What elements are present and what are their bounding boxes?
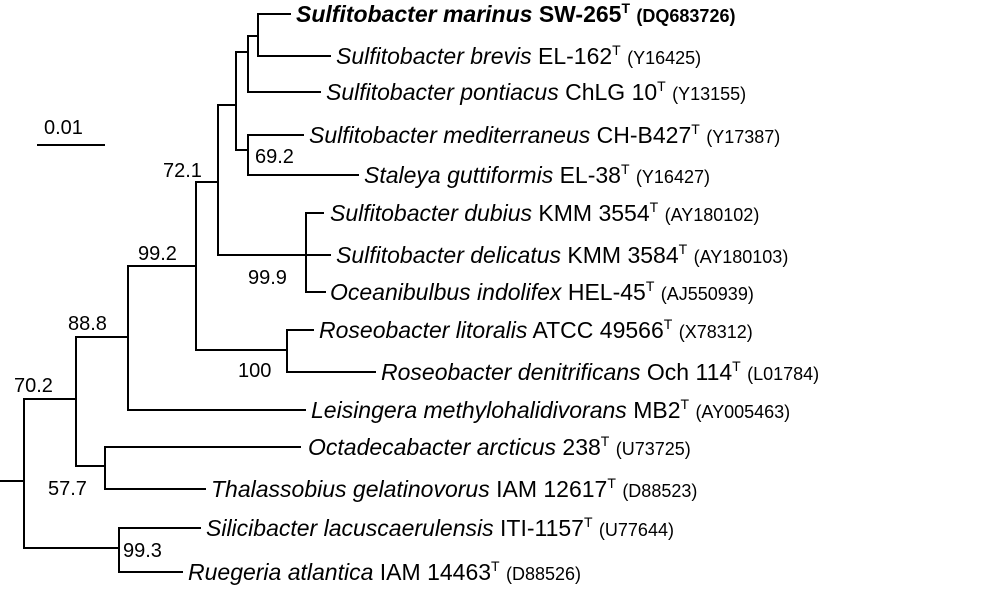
taxon-label-roseobacter-litoralis: Roseobacter litoralis ATCC 49566T (X7831… xyxy=(319,316,753,343)
tree-branches xyxy=(0,13,376,573)
taxon-label-staleya-guttiformis: Staleya guttiformis EL-38T (Y16427) xyxy=(364,161,710,188)
taxon-label-sulfitobacter-delicatus: Sulfitobacter delicatus KMM 3584T (AY180… xyxy=(336,241,788,268)
bootstrap-69-2: 69.2 xyxy=(255,146,294,168)
taxon-label-oceanibulbus-indolifex: Oceanibulbus indolifex HEL-45T (AJ550939… xyxy=(330,278,754,305)
scale-bar-label: 0.01 xyxy=(44,117,83,139)
taxon-label-sulfitobacter-dubius: Sulfitobacter dubius KMM 3554T (AY180102… xyxy=(330,199,759,226)
taxon-label-ruegeria-atlantica: Ruegeria atlantica IAM 14463T (D88526) xyxy=(188,558,581,585)
taxon-label-sulfitobacter-pontiacus: Sulfitobacter pontiacus ChLG 10T (Y13155… xyxy=(326,78,746,105)
bootstrap-99-9: 99.9 xyxy=(248,267,287,289)
bootstrap-57-7: 57.7 xyxy=(48,478,87,500)
taxon-labels: Sulfitobacter marinus SW-265T (DQ683726)… xyxy=(188,0,819,585)
taxon-label-sulfitobacter-marinus: Sulfitobacter marinus SW-265T (DQ683726) xyxy=(296,0,735,27)
bootstrap-99-2: 99.2 xyxy=(138,243,177,265)
taxon-label-thalassobius-gelatinovorus: Thalassobius gelatinovorus IAM 12617T (D… xyxy=(211,475,697,502)
taxon-label-silicibacter-lacuscaerulensis: Silicibacter lacuscaerulensis ITI-1157T … xyxy=(206,514,674,541)
bootstrap-values: 72.1 69.2 99.2 99.9 100 88.8 70.2 57.7 9… xyxy=(14,146,294,562)
taxon-label-leisingera-methylohalidivorans: Leisingera methylohalidivorans MB2T (AY0… xyxy=(311,396,790,423)
taxon-label-sulfitobacter-brevis: Sulfitobacter brevis EL-162T (Y16425) xyxy=(336,42,701,69)
taxon-label-sulfitobacter-mediterraneus: Sulfitobacter mediterraneus CH-B427T (Y1… xyxy=(309,121,780,148)
scale-bar: 0.01 xyxy=(37,117,105,146)
bootstrap-70-2: 70.2 xyxy=(14,375,53,397)
taxon-label-octadecabacter-arcticus: Octadecabacter arcticus 238T (U73725) xyxy=(308,433,691,460)
bootstrap-88-8: 88.8 xyxy=(68,313,107,335)
bootstrap-100: 100 xyxy=(238,360,271,382)
taxon-label-roseobacter-denitrificans: Roseobacter denitrificans Och 114T (L017… xyxy=(381,358,819,385)
bootstrap-72-1: 72.1 xyxy=(163,160,202,182)
bootstrap-99-3: 99.3 xyxy=(123,540,162,562)
